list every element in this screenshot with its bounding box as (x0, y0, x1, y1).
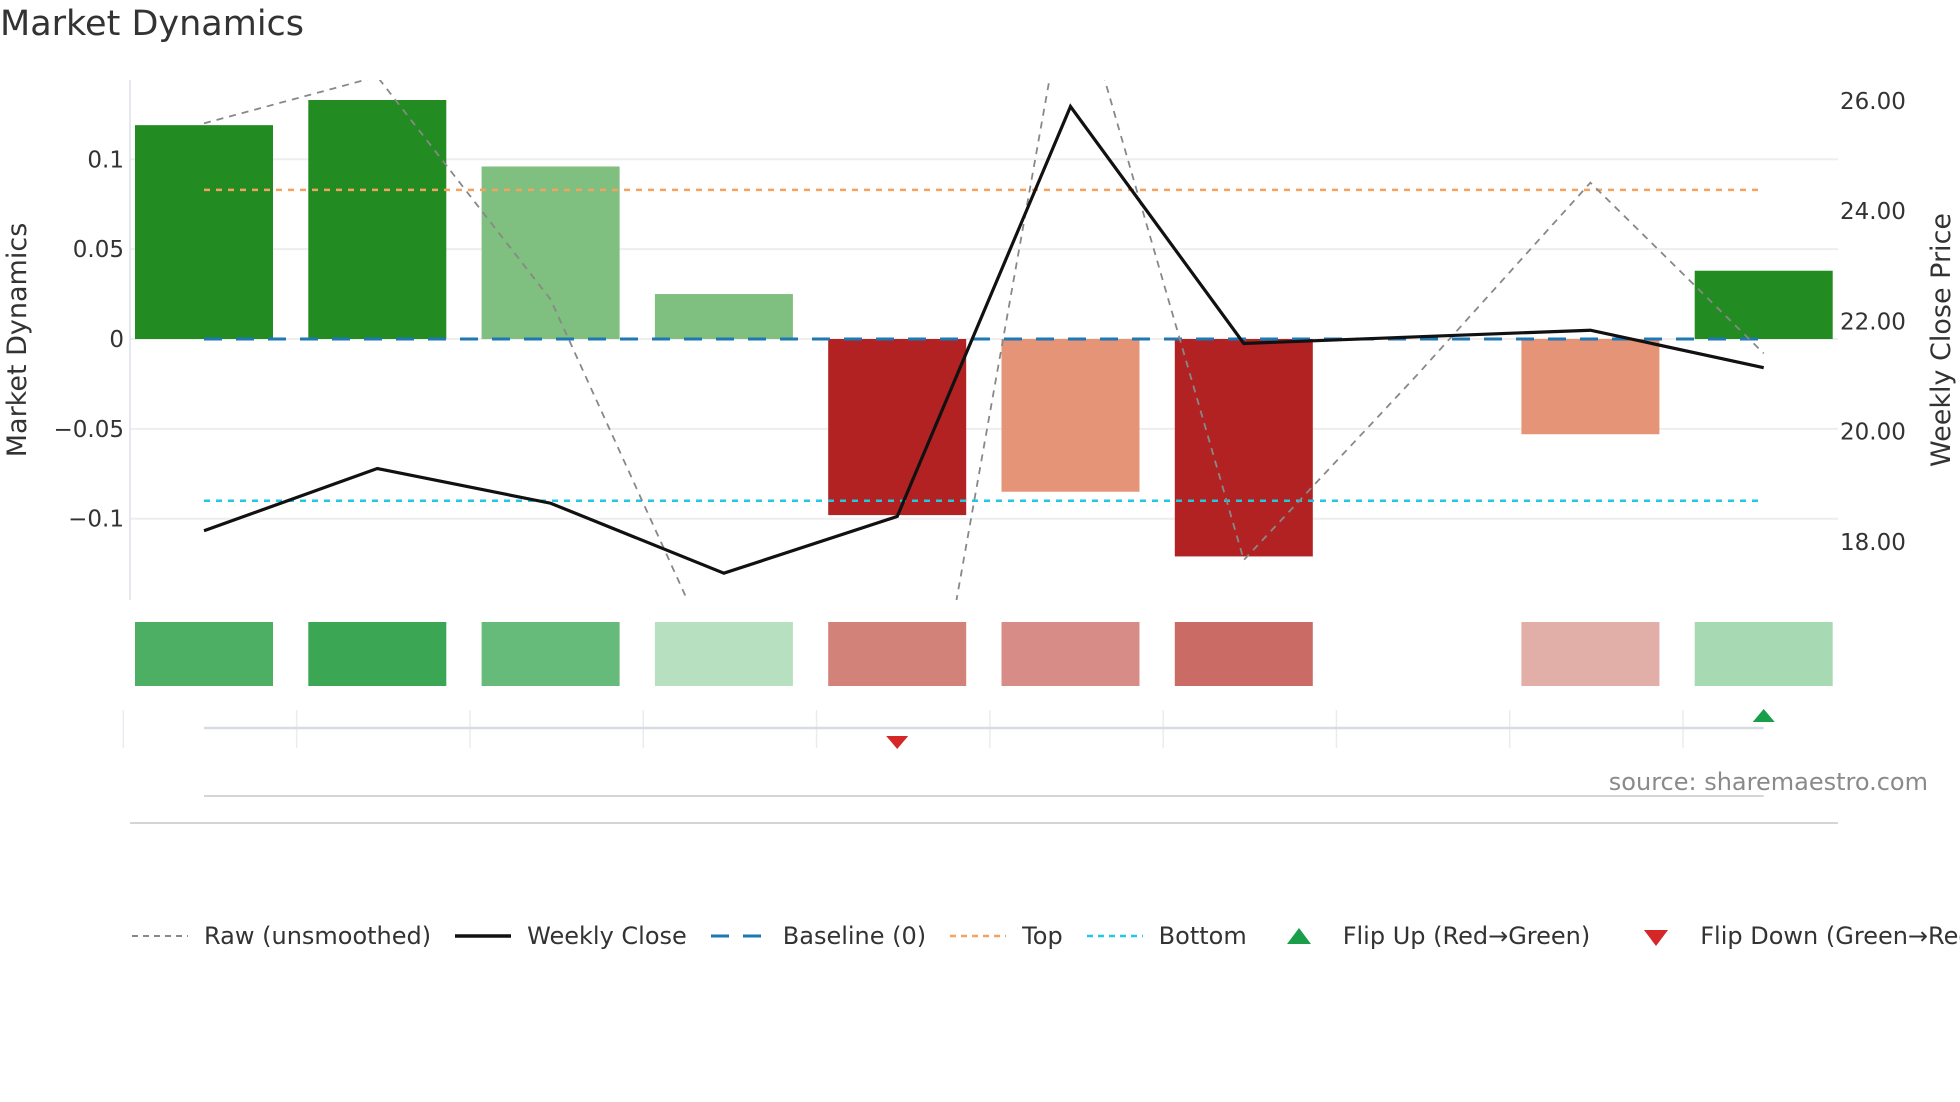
legend-label: Flip Up (Red→Green) (1342, 922, 1591, 950)
flip-up-icon (1752, 709, 1775, 722)
bar[interactable] (481, 166, 620, 339)
legend-label: Top (1022, 922, 1063, 950)
heat-cell (1521, 622, 1660, 686)
y2-axis-label: Weekly Close Price (1926, 213, 1957, 467)
bar[interactable] (308, 99, 447, 340)
legend-item-top[interactable]: Top (948, 922, 1063, 950)
y2-tick-label: 18.00 (1840, 530, 1906, 556)
bar[interactable] (1174, 339, 1313, 557)
bar[interactable] (1521, 339, 1660, 435)
y-tick-label: 0.05 (73, 237, 124, 263)
y2-tick-label: 20.00 (1840, 420, 1906, 446)
legend-item-raw[interactable]: Raw (unsmoothed) (130, 922, 431, 950)
bar[interactable] (654, 294, 793, 339)
bar[interactable] (1001, 339, 1140, 492)
heat-cell (1174, 622, 1313, 686)
heat-cell (654, 622, 793, 686)
y-tick-label: 0 (109, 327, 124, 353)
chart-canvas: 0.1 0.05 0 −0.05 −0.1 26.00 24.00 22.00 20.00 18.… (2, 80, 1957, 824)
legend-item-flip-down[interactable]: Flip Down (Green→Red) (1626, 922, 1960, 950)
heat-cell (481, 622, 620, 686)
y2-tick-label: 24.00 (1840, 199, 1906, 225)
bottom-legend-icon (1086, 934, 1143, 938)
baseline-legend-icon (710, 934, 767, 938)
y-tick-label: −0.1 (68, 507, 124, 533)
heat-cell (1694, 622, 1833, 686)
weekly-close-legend-icon (455, 934, 512, 938)
bar[interactable] (828, 339, 967, 516)
y-tick-label: −0.05 (54, 417, 124, 443)
bar[interactable] (135, 125, 273, 339)
y-axis-label: Market Dynamics (2, 223, 33, 458)
chart-legend: Raw (unsmoothed) Weekly Close Baseline (0)… (130, 922, 1960, 950)
legend-label: Baseline (0) (782, 922, 927, 950)
flip-up-legend-icon (1286, 928, 1311, 944)
bar[interactable] (1694, 270, 1833, 339)
source-label: source: sharemaestro.com (1608, 768, 1928, 796)
top-legend-icon (950, 934, 1007, 938)
raw-line (203, 80, 1765, 600)
heat-cell (308, 622, 447, 686)
weekly-close-line (203, 103, 1765, 575)
heat-cell (828, 622, 967, 686)
y2-tick-label: 22.00 (1840, 309, 1906, 335)
heat-cell (1001, 622, 1140, 686)
legend-label: Weekly Close (527, 922, 687, 950)
legend-item-bottom[interactable]: Bottom (1085, 922, 1247, 950)
flip-down-icon (886, 736, 909, 749)
legend-item-baseline[interactable]: Baseline (0) (709, 922, 926, 950)
legend-label: Flip Down (Green→Red) (1700, 922, 1960, 950)
flip-down-legend-icon (1644, 930, 1669, 946)
chart-title: Market Dynamics (0, 4, 305, 44)
legend-label: Bottom (1158, 922, 1247, 950)
y2-tick-label: 26.00 (1840, 89, 1906, 115)
heat-cell (135, 622, 273, 686)
raw-legend-icon (132, 935, 188, 937)
legend-item-flip-up[interactable]: Flip Up (Red→Green) (1269, 922, 1591, 950)
legend-label: Raw (unsmoothed) (204, 922, 432, 950)
y-tick-label: 0.1 (87, 147, 124, 173)
legend-item-weekly-close[interactable]: Weekly Close (453, 922, 687, 950)
